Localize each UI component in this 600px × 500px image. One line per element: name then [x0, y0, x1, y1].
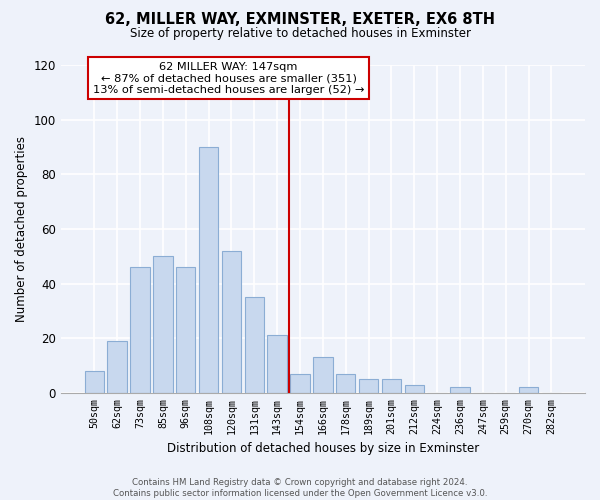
Bar	[404, 384, 424, 393]
Bar	[290, 374, 310, 393]
Text: Contains HM Land Registry data © Crown copyright and database right 2024.
Contai: Contains HM Land Registry data © Crown c…	[113, 478, 487, 498]
Bar	[268, 336, 287, 393]
Text: 62, MILLER WAY, EXMINSTER, EXETER, EX6 8TH: 62, MILLER WAY, EXMINSTER, EXETER, EX6 8…	[105, 12, 495, 28]
Y-axis label: Number of detached properties: Number of detached properties	[15, 136, 28, 322]
Bar	[199, 147, 218, 393]
Text: Size of property relative to detached houses in Exminster: Size of property relative to detached ho…	[130, 28, 470, 40]
Bar	[222, 251, 241, 393]
Bar	[107, 341, 127, 393]
Bar	[85, 371, 104, 393]
Bar	[245, 297, 264, 393]
Bar	[359, 379, 379, 393]
Bar	[519, 388, 538, 393]
Bar	[130, 267, 150, 393]
X-axis label: Distribution of detached houses by size in Exminster: Distribution of detached houses by size …	[167, 442, 479, 455]
Bar	[313, 358, 332, 393]
Bar	[382, 379, 401, 393]
Bar	[176, 267, 196, 393]
Bar	[336, 374, 355, 393]
Text: 62 MILLER WAY: 147sqm
← 87% of detached houses are smaller (351)
13% of semi-det: 62 MILLER WAY: 147sqm ← 87% of detached …	[93, 62, 364, 95]
Bar	[153, 256, 173, 393]
Bar	[451, 388, 470, 393]
